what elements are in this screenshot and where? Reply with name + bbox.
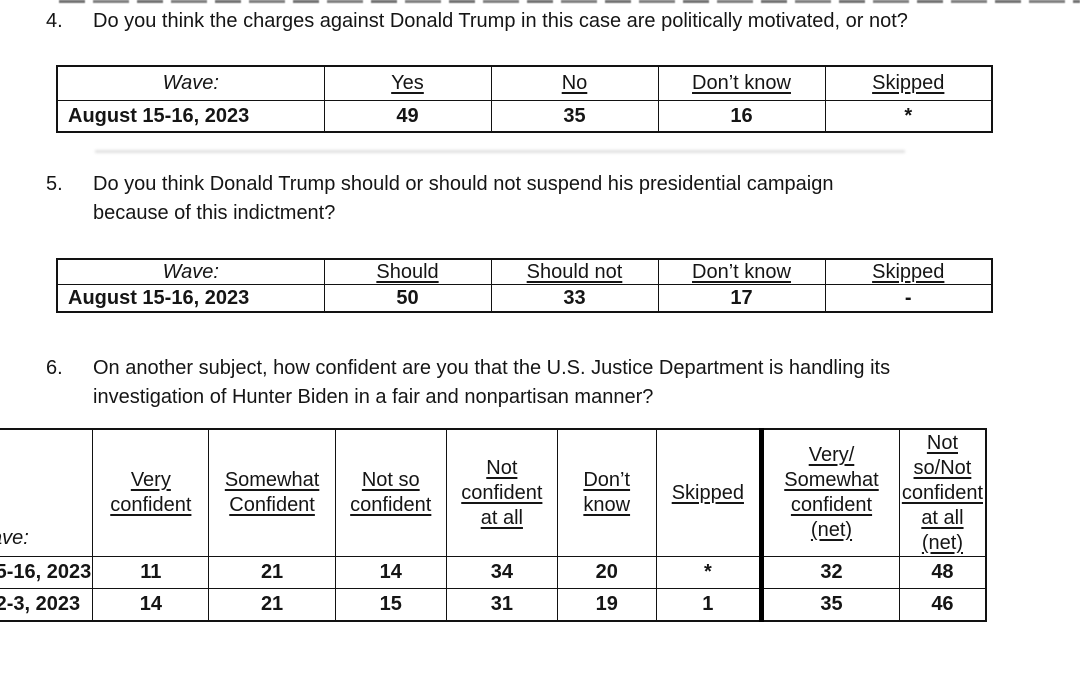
value-cell: * bbox=[655, 556, 763, 589]
value-cell: 35 bbox=[490, 100, 659, 133]
column-header-very-confident: Very confident bbox=[92, 428, 210, 557]
column-header-dont-know: Don’t know bbox=[657, 65, 826, 101]
table-row: August 2-3, 2023 14 21 15 31 19 1 35 46 bbox=[0, 588, 987, 622]
value-cell: 49 bbox=[323, 100, 492, 133]
column-header-skipped: Skipped bbox=[655, 428, 763, 557]
wave-column-header: Wave: bbox=[0, 428, 94, 557]
wave-column-header: Wave: bbox=[56, 258, 325, 285]
column-header-should: Should bbox=[323, 258, 492, 285]
value-cell: 50 bbox=[323, 284, 492, 313]
column-header-skipped: Skipped bbox=[824, 258, 993, 285]
table-header-row: Wave: Very confident Somewhat Confident … bbox=[0, 428, 987, 557]
value-cell: 34 bbox=[445, 556, 558, 589]
value-cell: * bbox=[824, 100, 993, 133]
table-row: August 15-16, 2023 11 21 14 34 20 * 32 4… bbox=[0, 556, 987, 589]
value-cell: 15 bbox=[334, 588, 447, 622]
question-number: 6. bbox=[46, 357, 63, 379]
q6-results-table: Wave: Very confident Somewhat Confident … bbox=[0, 428, 987, 622]
faint-print-artifact bbox=[95, 150, 905, 153]
value-cell: 21 bbox=[208, 556, 336, 589]
value-cell: 14 bbox=[334, 556, 447, 589]
value-cell: 1 bbox=[655, 588, 763, 622]
question-text: Do you think Donald Trump should or shou… bbox=[93, 173, 834, 224]
value-cell: 16 bbox=[657, 100, 826, 133]
q4-results-table: Wave: Yes No Don’t know Skipped August 1… bbox=[56, 65, 993, 133]
column-header-not-confident-net: Not so/Not confident at all (net) bbox=[898, 428, 987, 557]
value-cell: 19 bbox=[556, 588, 657, 622]
value-cell: 11 bbox=[92, 556, 210, 589]
value-cell: 33 bbox=[490, 284, 659, 313]
question-5: 5. Do you think Donald Trump should or s… bbox=[46, 170, 833, 228]
wave-row-label: August 15-16, 2023 bbox=[56, 100, 325, 133]
question-4: 4. Do you think the charges against Dona… bbox=[46, 7, 908, 36]
wave-row-label: August 2-3, 2023 bbox=[0, 588, 94, 622]
question-text: On another subject, how confident are yo… bbox=[93, 357, 891, 408]
wave-column-header: Wave: bbox=[56, 65, 325, 101]
column-header-yes: Yes bbox=[323, 65, 492, 101]
question-number: 5. bbox=[46, 173, 63, 195]
question-number: 4. bbox=[46, 10, 63, 32]
value-cell: - bbox=[824, 284, 993, 313]
clipped-text-top-edge bbox=[59, 0, 1080, 3]
question-6: 6. On another subject, how confident are… bbox=[46, 354, 890, 412]
q5-results-table: Wave: Should Should not Don’t know Skipp… bbox=[56, 258, 993, 313]
value-cell: 20 bbox=[556, 556, 657, 589]
column-header-not-confident-at-all: Not confident at all bbox=[445, 428, 558, 557]
table-row: August 15-16, 2023 49 35 16 * bbox=[56, 100, 993, 133]
value-cell: 32 bbox=[759, 556, 900, 589]
value-cell: 35 bbox=[759, 588, 900, 622]
value-cell: 48 bbox=[898, 556, 987, 589]
column-header-somewhat-confident: Somewhat Confident bbox=[208, 428, 336, 557]
table-header-row: Wave: Should Should not Don’t know Skipp… bbox=[56, 258, 993, 285]
question-text: Do you think the charges against Donald … bbox=[93, 10, 908, 32]
wave-row-label: August 15-16, 2023 bbox=[56, 284, 325, 313]
value-cell: 17 bbox=[657, 284, 826, 313]
value-cell: 14 bbox=[92, 588, 210, 622]
column-header-no: No bbox=[490, 65, 659, 101]
wave-row-label: August 15-16, 2023 bbox=[0, 556, 94, 589]
table-header-row: Wave: Yes No Don’t know Skipped bbox=[56, 65, 993, 101]
value-cell: 21 bbox=[208, 588, 336, 622]
column-header-dont-know: Don’t know bbox=[657, 258, 826, 285]
column-header-confident-net: Very/ Somewhat confident (net) bbox=[759, 428, 900, 557]
column-header-not-so-confident: Not so confident bbox=[334, 428, 447, 557]
value-cell: 31 bbox=[445, 588, 558, 622]
table-row: August 15-16, 2023 50 33 17 - bbox=[56, 284, 993, 313]
column-header-should-not: Should not bbox=[490, 258, 659, 285]
value-cell: 46 bbox=[898, 588, 987, 622]
column-header-dont-know: Don’t know bbox=[556, 428, 657, 557]
column-header-skipped: Skipped bbox=[824, 65, 993, 101]
